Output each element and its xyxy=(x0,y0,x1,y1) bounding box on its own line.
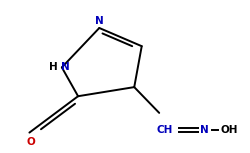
Text: N: N xyxy=(199,125,208,135)
Text: O: O xyxy=(26,137,35,147)
Text: H: H xyxy=(49,62,58,72)
Text: N: N xyxy=(94,16,103,26)
Text: N: N xyxy=(60,62,69,72)
Text: OH: OH xyxy=(220,125,237,135)
Text: CH: CH xyxy=(156,125,172,135)
